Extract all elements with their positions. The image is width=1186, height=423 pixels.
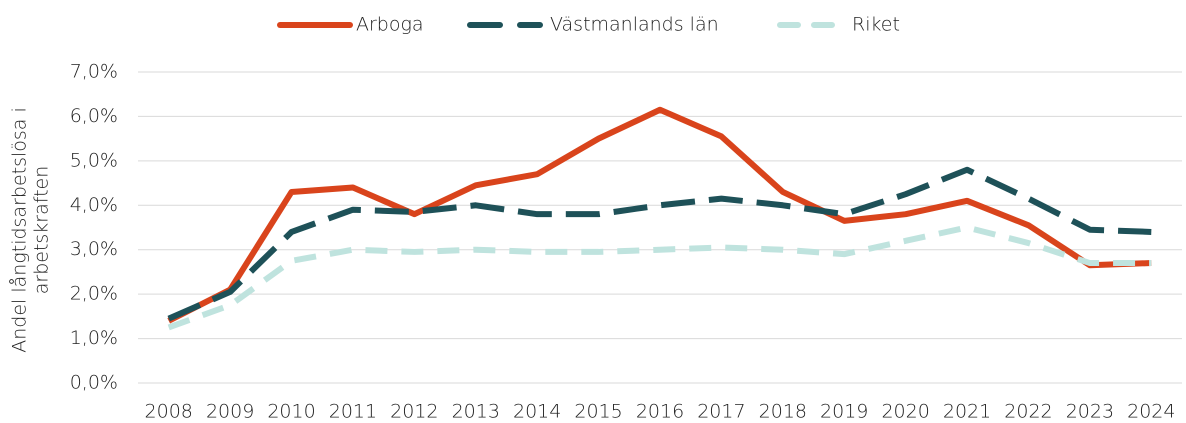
legend-label: Arboga xyxy=(356,14,424,36)
x-tick-label: 2019 xyxy=(820,401,868,423)
x-tick-label: 2009 xyxy=(206,401,254,423)
x-tick-label: 2010 xyxy=(267,401,315,423)
x-tick-label: 2016 xyxy=(636,401,684,423)
legend-label: Riket xyxy=(852,14,900,36)
x-tick-label: 2015 xyxy=(574,401,622,423)
y-tick-label: 5,0% xyxy=(70,149,118,171)
y-tick-label: 3,0% xyxy=(70,238,118,260)
x-tick-label: 2022 xyxy=(1004,401,1052,423)
x-tick-label: 2023 xyxy=(1066,401,1114,423)
x-tick-label: 2012 xyxy=(390,401,438,423)
y-axis-label: Andel långtidsarbetslösa i xyxy=(9,107,31,352)
y-axis-label: arbetskraften xyxy=(31,166,53,295)
x-tick-label: 2011 xyxy=(329,401,377,423)
x-tick-label: 2014 xyxy=(513,401,561,423)
y-tick-label: 2,0% xyxy=(70,283,118,305)
y-tick-label: 4,0% xyxy=(70,194,118,216)
y-tick-label: 0,0% xyxy=(70,372,118,394)
x-tick-label: 2018 xyxy=(759,401,807,423)
y-tick-label: 7,0% xyxy=(70,61,118,83)
y-tick-label: 1,0% xyxy=(70,327,118,349)
series-line xyxy=(167,224,1152,331)
x-tick-label: 2013 xyxy=(452,401,500,423)
legend-label: Västmanlands län xyxy=(550,14,719,36)
x-tick-label: 2021 xyxy=(943,401,991,423)
x-tick-label: 2008 xyxy=(145,401,193,423)
y-tick-label: 6,0% xyxy=(70,105,118,127)
x-tick-label: 2024 xyxy=(1127,401,1175,423)
series-line xyxy=(167,106,1152,324)
x-tick-label: 2017 xyxy=(697,401,745,423)
x-tick-label: 2020 xyxy=(881,401,929,423)
series-line xyxy=(167,166,1152,322)
